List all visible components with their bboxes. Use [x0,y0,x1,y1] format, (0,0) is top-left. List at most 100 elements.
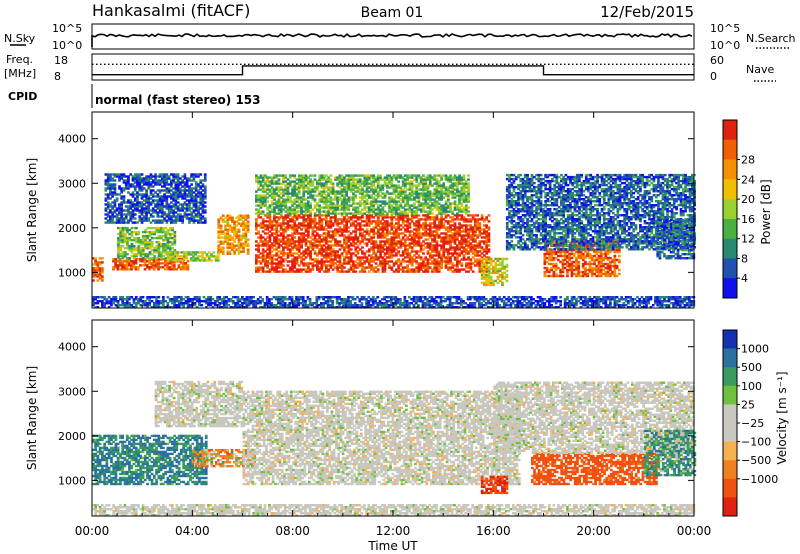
velocity-heatmap [92,380,697,517]
nsky-label: N.Sky [4,32,36,45]
power-feature [92,257,104,282]
time-tick-label: 20:00 [576,524,611,538]
colorbar-swatch [723,348,737,368]
nsky-tick-bottom: 10^0 [52,39,82,52]
station-title: Hankasalmi (fitACF) [92,1,250,20]
velocity-feature [643,429,697,477]
colorbar-swatch [723,120,737,141]
power-ylabel: Slant Range [km] [25,158,39,262]
colorbar-swatch [723,423,737,442]
y-tick-label: 2000 [58,430,86,443]
y-tick-label: 2000 [58,222,86,235]
power-colorbar-label: Power [dB] [759,179,773,244]
colorbar-swatch [723,139,737,160]
colorbar-swatch [723,478,737,498]
colorbar-swatch [723,179,737,200]
freq-tick-bottom: 8 [54,70,61,83]
colorbar-frame [722,119,738,299]
cpid-text: normal (fast stereo) 153 [95,93,261,107]
y-tick-label: 3000 [58,177,86,190]
colorbar-tick-label: −100 [741,436,771,449]
colorbar-swatch [723,385,737,405]
y-tick-label: 1000 [58,474,86,487]
nsky-panel: N.Sky 10^5 10^0 10^5 10^0 N.Search [4,22,796,52]
colorbar-tick-label: −500 [741,454,771,467]
colorbar-swatch [723,238,737,259]
colorbar-tick-label: 500 [741,361,762,374]
colorbar-tick-label: 12 [741,233,755,246]
colorbar-swatch [723,404,737,424]
freq-frame [91,53,695,81]
colorbar-swatch [723,159,737,180]
y-tick-label: 3000 [58,385,86,398]
time-axis-label: Time UT [367,539,418,553]
colorbar-tick-label: 24 [741,173,755,186]
power-heatmap [92,173,696,309]
colorbar-swatch [723,460,737,480]
velocity-ylabel: Slant Range [km] [25,366,39,470]
colorbar-swatch [723,367,737,387]
power-feature [92,296,696,309]
time-tick-label: 04:00 [175,524,210,538]
nave-tick-bottom: 0 [710,70,717,83]
colorbar-tick-label: −1000 [741,473,778,486]
velocity-feature [92,434,208,486]
y-tick-label: 4000 [58,133,86,146]
colorbar-tick-label: 100 [741,380,762,393]
power-feature [480,257,509,287]
date-title: 12/Feb/2015 [600,3,694,21]
velocity-y-axis: 1000 2000 3000 4000 [58,341,694,487]
colorbar-tick-label: −25 [741,417,764,430]
colorbar-swatch [723,441,737,461]
freq-unit-label: [MHz] [4,67,36,80]
power-feature [255,214,491,273]
velocity-colorbar: 1000 500 100 25 −25 −100 −500 −1000 [722,329,778,517]
time-tick-label: 16:00 [476,524,511,538]
velocity-panel: 1000 2000 3000 4000 Slant Range [km] 1000 50… [25,319,789,517]
freq-label: Freq. [6,53,33,66]
velocity-feature [480,475,509,495]
nsearch-tick-bottom: 10^0 [710,39,740,52]
cpid-label: CPID [8,90,37,103]
colorbar-tick-label: 25 [741,398,755,411]
colorbar-tick-label: 8 [741,252,748,265]
colorbar-tick-label: 16 [741,213,755,226]
power-feature [255,174,470,215]
power-panel: 1000 2000 3000 4000 Slant Range [km] 4 8 12 16… [25,111,773,309]
power-feature [656,218,696,260]
colorbar-tick-label: 1000 [741,343,769,356]
time-axis: 00:00 04:00 08:00 12:00 16:00 20:00 00:00 [75,112,711,538]
freq-panel: Freq. [MHz] 18 8 60 0 Nave [4,53,776,83]
power-colorbar: 4 8 12 16 20 24 28 [722,119,755,299]
power-feature [217,214,250,255]
colorbar-tick-label: 20 [741,193,755,206]
time-tick-label: 08:00 [275,524,310,538]
colorbar-swatch [723,278,737,299]
nave-tick-top: 60 [710,54,724,67]
nsearch-label: N.Search [746,32,796,45]
y-tick-label: 4000 [58,341,86,354]
y-tick-label: 1000 [58,266,86,279]
time-tick-label: 00:00 [75,524,110,538]
power-feature [104,173,207,224]
freq-trace [92,65,694,76]
velocity-feature [92,504,696,517]
beam-title: Beam 01 [361,5,424,21]
nave-label: Nave [746,63,774,76]
freq-tick-top: 18 [54,54,68,67]
velocity-feature [493,381,695,454]
nsearch-tick-top: 10^5 [710,22,740,35]
colorbar-swatch [723,218,737,239]
colorbar-swatch [723,330,737,349]
colorbar-swatch [723,258,737,279]
velocity-feature [242,390,521,486]
power-y-axis: 1000 2000 3000 4000 [58,133,694,279]
time-tick-label: 12:00 [376,524,411,538]
nsky-trace [91,33,693,47]
power-feature [117,226,177,260]
colorbar-tick-label: 4 [741,272,748,285]
velocity-colorbar-label: Velocity [m s⁻¹] [775,371,789,464]
power-feature [167,251,220,262]
colorbar-tick-label: 28 [741,154,755,167]
